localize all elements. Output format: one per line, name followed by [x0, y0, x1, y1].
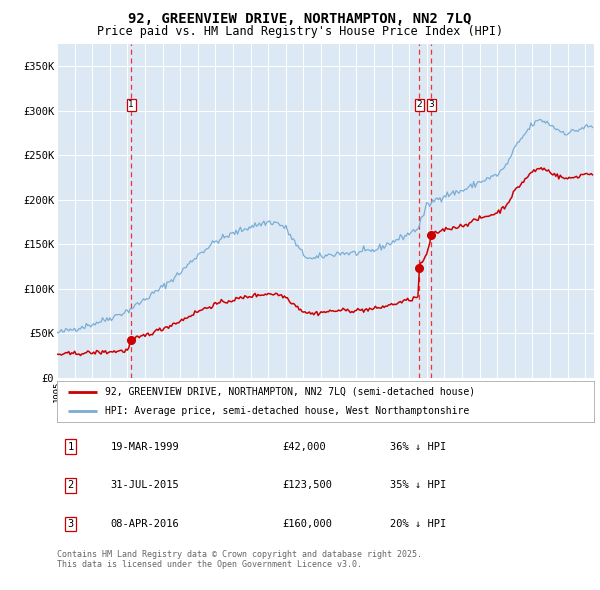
Text: 36% ↓ HPI: 36% ↓ HPI — [390, 441, 446, 451]
Text: 92, GREENVIEW DRIVE, NORTHAMPTON, NN2 7LQ (semi-detached house): 92, GREENVIEW DRIVE, NORTHAMPTON, NN2 7L… — [106, 386, 475, 396]
Text: 3: 3 — [67, 519, 74, 529]
Text: HPI: Average price, semi-detached house, West Northamptonshire: HPI: Average price, semi-detached house,… — [106, 406, 470, 416]
Text: £160,000: £160,000 — [283, 519, 332, 529]
Text: £123,500: £123,500 — [283, 480, 332, 490]
Text: £42,000: £42,000 — [283, 441, 326, 451]
Text: Contains HM Land Registry data © Crown copyright and database right 2025.
This d: Contains HM Land Registry data © Crown c… — [57, 550, 422, 569]
Text: 1: 1 — [128, 100, 134, 109]
Text: 3: 3 — [428, 100, 434, 109]
Text: 1: 1 — [67, 441, 74, 451]
Text: 35% ↓ HPI: 35% ↓ HPI — [390, 480, 446, 490]
Text: 19-MAR-1999: 19-MAR-1999 — [111, 441, 179, 451]
Text: 2: 2 — [416, 100, 422, 109]
Text: 2: 2 — [67, 480, 74, 490]
Text: 08-APR-2016: 08-APR-2016 — [111, 519, 179, 529]
Text: 92, GREENVIEW DRIVE, NORTHAMPTON, NN2 7LQ: 92, GREENVIEW DRIVE, NORTHAMPTON, NN2 7L… — [128, 12, 472, 26]
Text: 20% ↓ HPI: 20% ↓ HPI — [390, 519, 446, 529]
Text: 31-JUL-2015: 31-JUL-2015 — [111, 480, 179, 490]
Text: Price paid vs. HM Land Registry's House Price Index (HPI): Price paid vs. HM Land Registry's House … — [97, 25, 503, 38]
